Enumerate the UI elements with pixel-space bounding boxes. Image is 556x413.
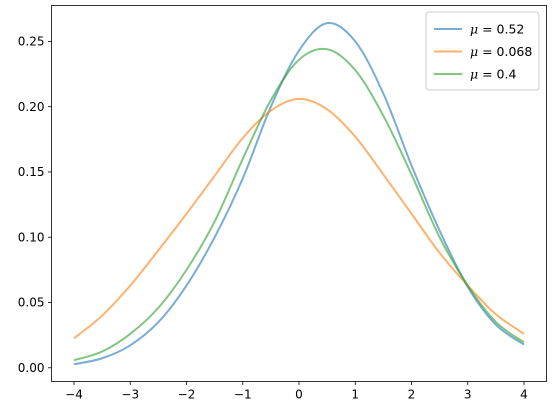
x-tick-label: 3 <box>464 388 472 402</box>
x-tick-label: −1 <box>234 388 252 402</box>
series-line-1 <box>73 97 525 340</box>
legend-value: = 0.068 <box>478 44 532 59</box>
legend-label-0: μ = 0.52 <box>470 22 524 37</box>
legend-symbol: μ <box>470 67 478 82</box>
plot-lines <box>73 21 525 366</box>
legend-box <box>425 11 540 91</box>
y-tick-label: 0.15 <box>18 165 45 179</box>
x-tick-label: −4 <box>65 388 83 402</box>
legend-symbol: μ <box>470 22 478 37</box>
y-axis: 0.00 0.05 0.10 0.15 0.20 0.25 <box>18 35 52 375</box>
x-axis: −4 −3 −2 −1 0 1 2 3 4 <box>65 381 528 402</box>
legend-symbol: μ <box>470 44 478 59</box>
x-tick-label: −2 <box>178 388 196 402</box>
legend-label-2: μ = 0.4 <box>470 67 516 82</box>
y-tick-label: 0.25 <box>18 35 45 49</box>
y-tick-label: 0.05 <box>18 296 45 310</box>
series-line-2 <box>73 47 525 362</box>
legend-label-1: μ = 0.068 <box>470 44 532 59</box>
x-tick-label: 4 <box>520 388 528 402</box>
x-tick-label: 2 <box>408 388 416 402</box>
y-tick-label: 0.00 <box>18 361 45 375</box>
x-tick-label: 0 <box>295 388 303 402</box>
x-tick-label: 1 <box>351 388 359 402</box>
x-tick-label: −3 <box>121 388 139 402</box>
legend-value: = 0.4 <box>478 67 516 82</box>
legend-value: = 0.52 <box>478 22 524 37</box>
y-tick-label: 0.10 <box>18 230 45 244</box>
series-line-0 <box>73 21 525 366</box>
y-tick-label: 0.20 <box>18 100 45 114</box>
